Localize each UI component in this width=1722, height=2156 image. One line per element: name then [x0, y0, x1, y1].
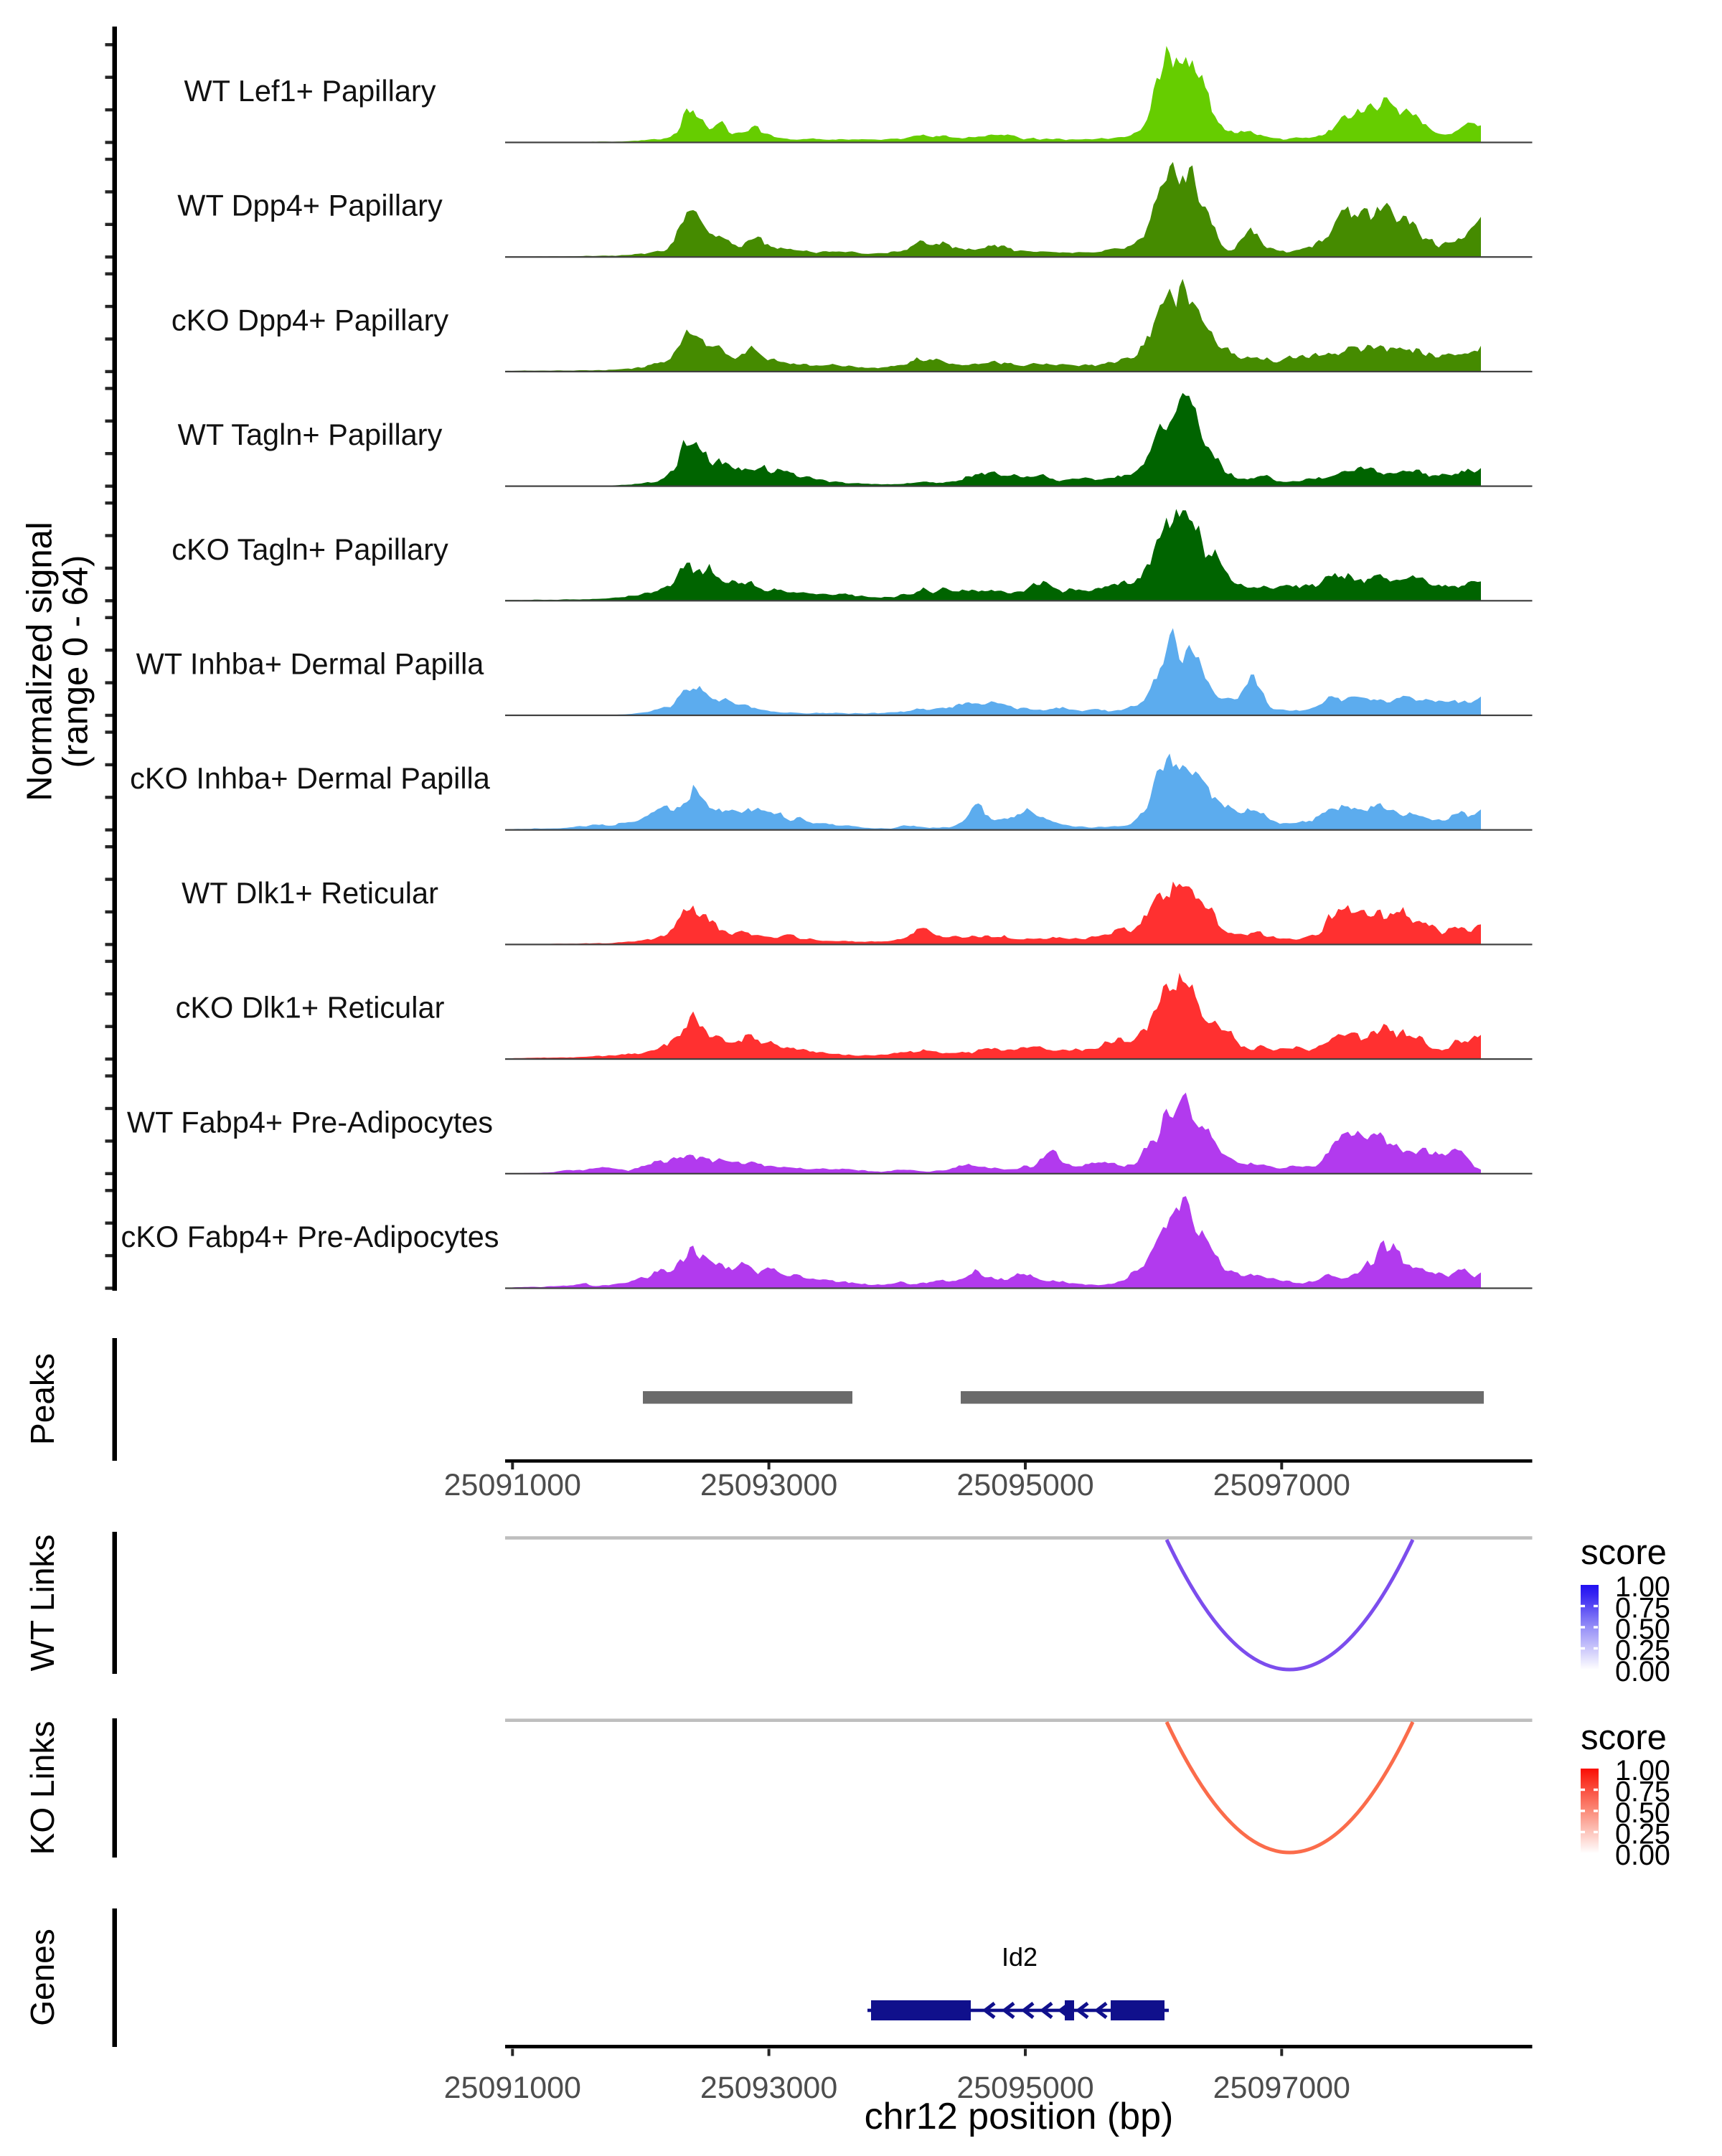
svg-text:Id2: Id2 [1002, 1942, 1038, 1972]
svg-text:Normalized signal: Normalized signal [21, 522, 60, 801]
svg-text:0.00: 0.00 [1615, 1656, 1670, 1687]
svg-text:1.00: 1.00 [1615, 1755, 1670, 1787]
svg-text:0.75: 0.75 [1615, 1776, 1670, 1808]
svg-text:cKO Tagln+ Papillary: cKO Tagln+ Papillary [171, 532, 448, 566]
svg-text:25091000: 25091000 [444, 2071, 581, 2105]
svg-text:cKO Fabp4+ Pre-Adipocytes: cKO Fabp4+ Pre-Adipocytes [121, 1220, 499, 1253]
svg-text:0.25: 0.25 [1615, 1819, 1670, 1850]
svg-text:25097000: 25097000 [1213, 2071, 1350, 2105]
svg-text:25097000: 25097000 [1213, 1468, 1350, 1502]
svg-text:0.25: 0.25 [1615, 1635, 1670, 1667]
svg-text:25095000: 25095000 [956, 2071, 1093, 2105]
svg-text:25091000: 25091000 [444, 1468, 581, 1502]
svg-text:Peaks: Peaks [24, 1353, 61, 1445]
svg-text:cKO Inhba+ Dermal Papilla: cKO Inhba+ Dermal Papilla [130, 761, 491, 795]
svg-text:cKO Dpp4+ Papillary: cKO Dpp4+ Papillary [171, 303, 449, 336]
svg-text:25093000: 25093000 [700, 2071, 837, 2105]
svg-text:WT Lef1+ Papillary: WT Lef1+ Papillary [184, 74, 436, 108]
svg-text:0.50: 0.50 [1615, 1614, 1670, 1645]
svg-text:WT Inhba+ Dermal Papilla: WT Inhba+ Dermal Papilla [136, 647, 485, 681]
svg-text:0.00: 0.00 [1615, 1840, 1670, 1871]
svg-text:WT Tagln+ Papillary: WT Tagln+ Papillary [178, 418, 443, 451]
svg-text:0.75: 0.75 [1615, 1593, 1670, 1624]
svg-text:0.50: 0.50 [1615, 1797, 1670, 1829]
svg-text:score: score [1581, 1718, 1667, 1757]
svg-text:WT Dlk1+ Reticular: WT Dlk1+ Reticular [182, 876, 438, 910]
svg-text:Genes: Genes [24, 1929, 61, 2026]
svg-text:KO Links: KO Links [24, 1721, 61, 1855]
svg-text:(range 0 - 64): (range 0 - 64) [57, 555, 95, 768]
svg-text:1.00: 1.00 [1615, 1571, 1670, 1603]
svg-text:chr12 position (bp): chr12 position (bp) [865, 2096, 1174, 2137]
svg-text:WT Links: WT Links [24, 1535, 61, 1672]
svg-text:WT Fabp4+ Pre-Adipocytes: WT Fabp4+ Pre-Adipocytes [127, 1105, 493, 1139]
svg-text:25093000: 25093000 [700, 1468, 837, 1502]
svg-text:cKO Dlk1+ Reticular: cKO Dlk1+ Reticular [176, 991, 445, 1025]
svg-text:WT Dpp4+ Papillary: WT Dpp4+ Papillary [177, 189, 443, 222]
svg-text:score: score [1581, 1533, 1667, 1572]
svg-text:25095000: 25095000 [956, 1468, 1093, 1502]
